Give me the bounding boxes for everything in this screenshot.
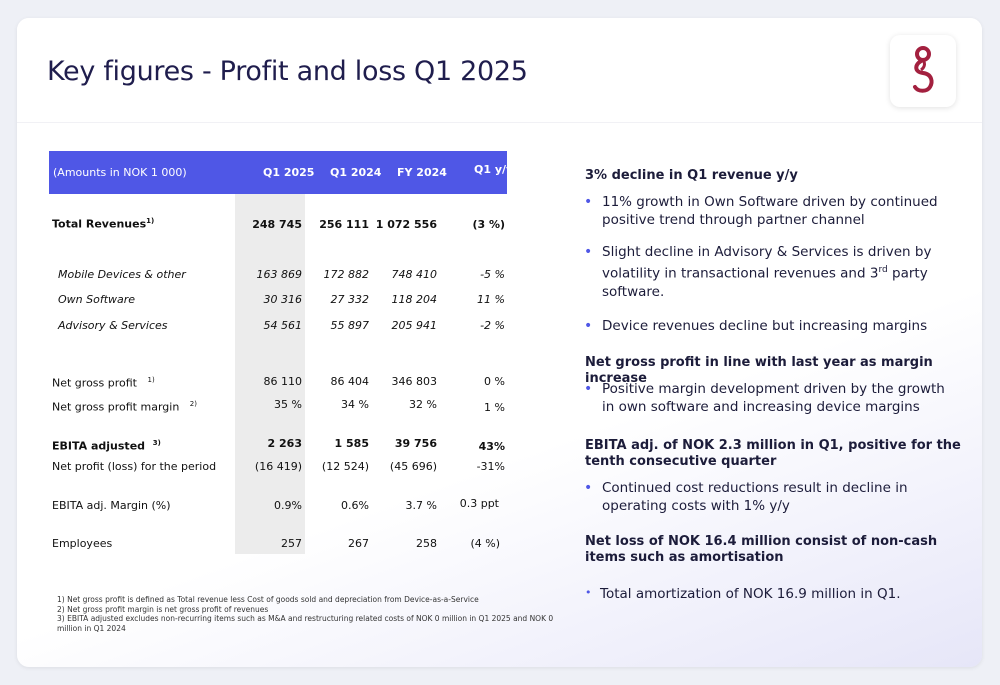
cell-value: -31% bbox=[476, 460, 505, 473]
highlight-bullet: Device revenues decline but increasing m… bbox=[602, 318, 928, 334]
col-q1-2025: Q1 2025 bbox=[263, 166, 315, 179]
cell-value: 55 897 bbox=[330, 319, 370, 332]
highlight-bullet: 11% growth in Own Software driven by con… bbox=[602, 194, 938, 228]
row-label: Employees bbox=[52, 537, 113, 550]
cell-value: 34 % bbox=[341, 398, 369, 411]
cell-value: 248 745 bbox=[252, 218, 302, 231]
cell-value: 27 332 bbox=[330, 293, 370, 306]
slide-header: Key figures - Profit and loss Q1 2025 bbox=[17, 18, 982, 123]
cell-value: 11 % bbox=[477, 293, 505, 306]
footnote: 1) Net gross profit is defined as Total … bbox=[57, 595, 479, 604]
footnote: 2) Net gross profit margin is net gross … bbox=[57, 604, 269, 614]
cell-value: 0.6% bbox=[341, 499, 369, 512]
row-label: Advisory & Services bbox=[58, 319, 168, 332]
cell-value: 258 bbox=[416, 537, 437, 550]
highlight-bullet: Total amortization of NOK 16.9 million i… bbox=[600, 586, 901, 602]
cell-value: 257 bbox=[281, 537, 302, 550]
highlight-heading: EBITA adj. of NOK 2.3 million in Q1, pos… bbox=[585, 438, 961, 469]
cell-value: 256 111 bbox=[319, 218, 369, 231]
row-label: Net gross profit margin 2) bbox=[52, 400, 197, 414]
row-label: EBITA adj. Margin (%) bbox=[52, 499, 171, 512]
cell-value: 172 882 bbox=[323, 268, 370, 281]
highlight-bullet: Slight decline in Advisory & Services is… bbox=[602, 244, 932, 300]
row-label: Own Software bbox=[58, 293, 136, 306]
cell-value: 35 % bbox=[274, 398, 302, 411]
row-label: EBITA adjusted 3) bbox=[52, 439, 161, 453]
cell-value: -5 % bbox=[480, 268, 505, 281]
cell-value: 1 072 556 bbox=[375, 218, 437, 231]
cell-value: 1 585 bbox=[334, 437, 369, 450]
cell-value: 2 263 bbox=[267, 437, 302, 450]
cell-value: 32 % bbox=[409, 398, 437, 411]
cell-value: (4 %) bbox=[470, 537, 500, 550]
cell-value: 86 110 bbox=[263, 375, 303, 388]
bullet-icon: • bbox=[584, 244, 593, 260]
slide-card: Key figures - Profit and loss Q1 2025 (A… bbox=[17, 18, 982, 667]
company-logo-icon bbox=[913, 46, 934, 93]
highlight-heading: Net loss of NOK 16.4 million consist of … bbox=[585, 534, 938, 565]
highlight-column bbox=[235, 194, 305, 554]
amounts-label: (Amounts in NOK 1 000) bbox=[53, 166, 187, 179]
highlight-heading: 3% decline in Q1 revenue y/y bbox=[585, 168, 798, 183]
cell-value: 118 204 bbox=[391, 293, 438, 306]
cell-value: (16 419) bbox=[254, 460, 302, 473]
footnote: 3) EBITA adjusted excludes non-recurring… bbox=[57, 614, 554, 633]
col-q1-yy: Q1 y/y bbox=[474, 163, 514, 176]
bullet-icon: • bbox=[585, 586, 592, 599]
cell-value: 43% bbox=[478, 440, 505, 453]
cell-value: 3.7 % bbox=[405, 499, 437, 512]
logo bbox=[890, 35, 956, 107]
cell-value: (3 %) bbox=[472, 218, 505, 231]
cell-value: 0.3 ppt bbox=[459, 497, 499, 510]
cell-value: 346 803 bbox=[391, 375, 438, 388]
row-label: Total Revenues1) bbox=[52, 217, 155, 231]
table-header: (Amounts in NOK 1 000) Q1 2025 Q1 2024 F… bbox=[49, 151, 513, 194]
cell-value: (45 696) bbox=[389, 460, 437, 473]
highlight-bullet: Positive margin development driven by th… bbox=[602, 381, 945, 415]
cell-value: 86 404 bbox=[330, 375, 370, 388]
cell-value: 54 561 bbox=[263, 319, 303, 332]
cell-value: 0.9% bbox=[274, 499, 302, 512]
cell-value: 267 bbox=[348, 537, 369, 550]
row-label: Mobile Devices & other bbox=[58, 268, 186, 281]
highlight-bullet: Continued cost reductions result in decl… bbox=[602, 480, 908, 514]
col-fy-2024: FY 2024 bbox=[397, 166, 447, 179]
row-label: Net gross profit 1) bbox=[52, 376, 155, 390]
cell-value: 205 941 bbox=[391, 319, 438, 332]
cell-value: 163 869 bbox=[256, 268, 303, 281]
col-q1-2024: Q1 2024 bbox=[330, 166, 382, 179]
cell-value: 748 410 bbox=[391, 268, 438, 281]
page-title: Key figures - Profit and loss Q1 2025 bbox=[47, 56, 528, 87]
cell-value: (12 524) bbox=[321, 460, 369, 473]
highlight-heading: Net gross profit in line with last year … bbox=[585, 355, 933, 386]
row-label: Net profit (loss) for the period bbox=[52, 460, 217, 473]
bullet-icon: • bbox=[584, 480, 593, 496]
cell-value: 39 756 bbox=[394, 437, 437, 450]
cell-value: 30 316 bbox=[263, 293, 303, 306]
bullet-icon: • bbox=[584, 381, 593, 397]
cell-value: 1 % bbox=[484, 401, 505, 414]
footnotes: 1) Net gross profit is defined as Total … bbox=[57, 595, 577, 633]
bullet-icon: • bbox=[584, 194, 593, 210]
cell-value: 0 % bbox=[484, 375, 505, 388]
bullet-icon: • bbox=[584, 318, 593, 334]
cell-value: -2 % bbox=[480, 319, 505, 332]
